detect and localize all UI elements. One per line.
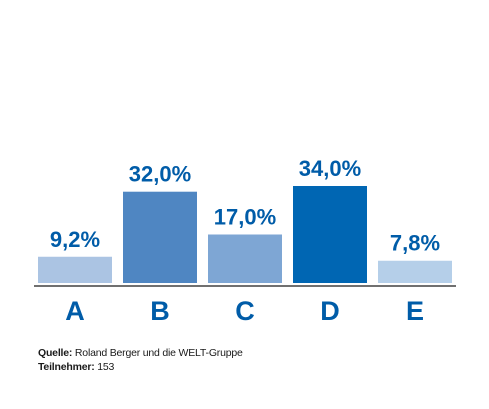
- category-label-c: C: [235, 296, 255, 326]
- participants-label: Teilnehmer:: [38, 361, 95, 373]
- value-label-b: 32,0%: [129, 162, 191, 187]
- bars-group: [38, 186, 452, 283]
- bar-c: [208, 234, 282, 283]
- category-label-e: E: [406, 296, 424, 326]
- category-label-a: A: [65, 296, 85, 326]
- participants-text: 153: [97, 361, 115, 373]
- value-label-c: 17,0%: [214, 205, 276, 230]
- source-line: Quelle: Roland Berger und die WELT-Grupp…: [38, 346, 243, 360]
- value-label-e: 7,8%: [390, 231, 440, 256]
- category-labels-group: A B C D E: [65, 296, 424, 326]
- bar-a: [38, 256, 112, 283]
- participants-line: Teilnehmer: 153: [38, 360, 243, 374]
- category-label-b: B: [150, 296, 170, 326]
- source-label: Quelle:: [38, 347, 73, 359]
- category-label-d: D: [320, 296, 340, 326]
- bar-d: [293, 186, 367, 283]
- value-label-a: 9,2%: [50, 227, 100, 252]
- chart-footer: Quelle: Roland Berger und die WELT-Grupp…: [38, 346, 243, 374]
- bar-b: [123, 191, 197, 283]
- source-text: Roland Berger und die WELT-Gruppe: [74, 347, 243, 359]
- value-label-d: 34,0%: [299, 156, 361, 181]
- bar-e: [378, 260, 452, 283]
- value-labels-group: 9,2% 32,0% 17,0% 34,0% 7,8%: [50, 156, 440, 256]
